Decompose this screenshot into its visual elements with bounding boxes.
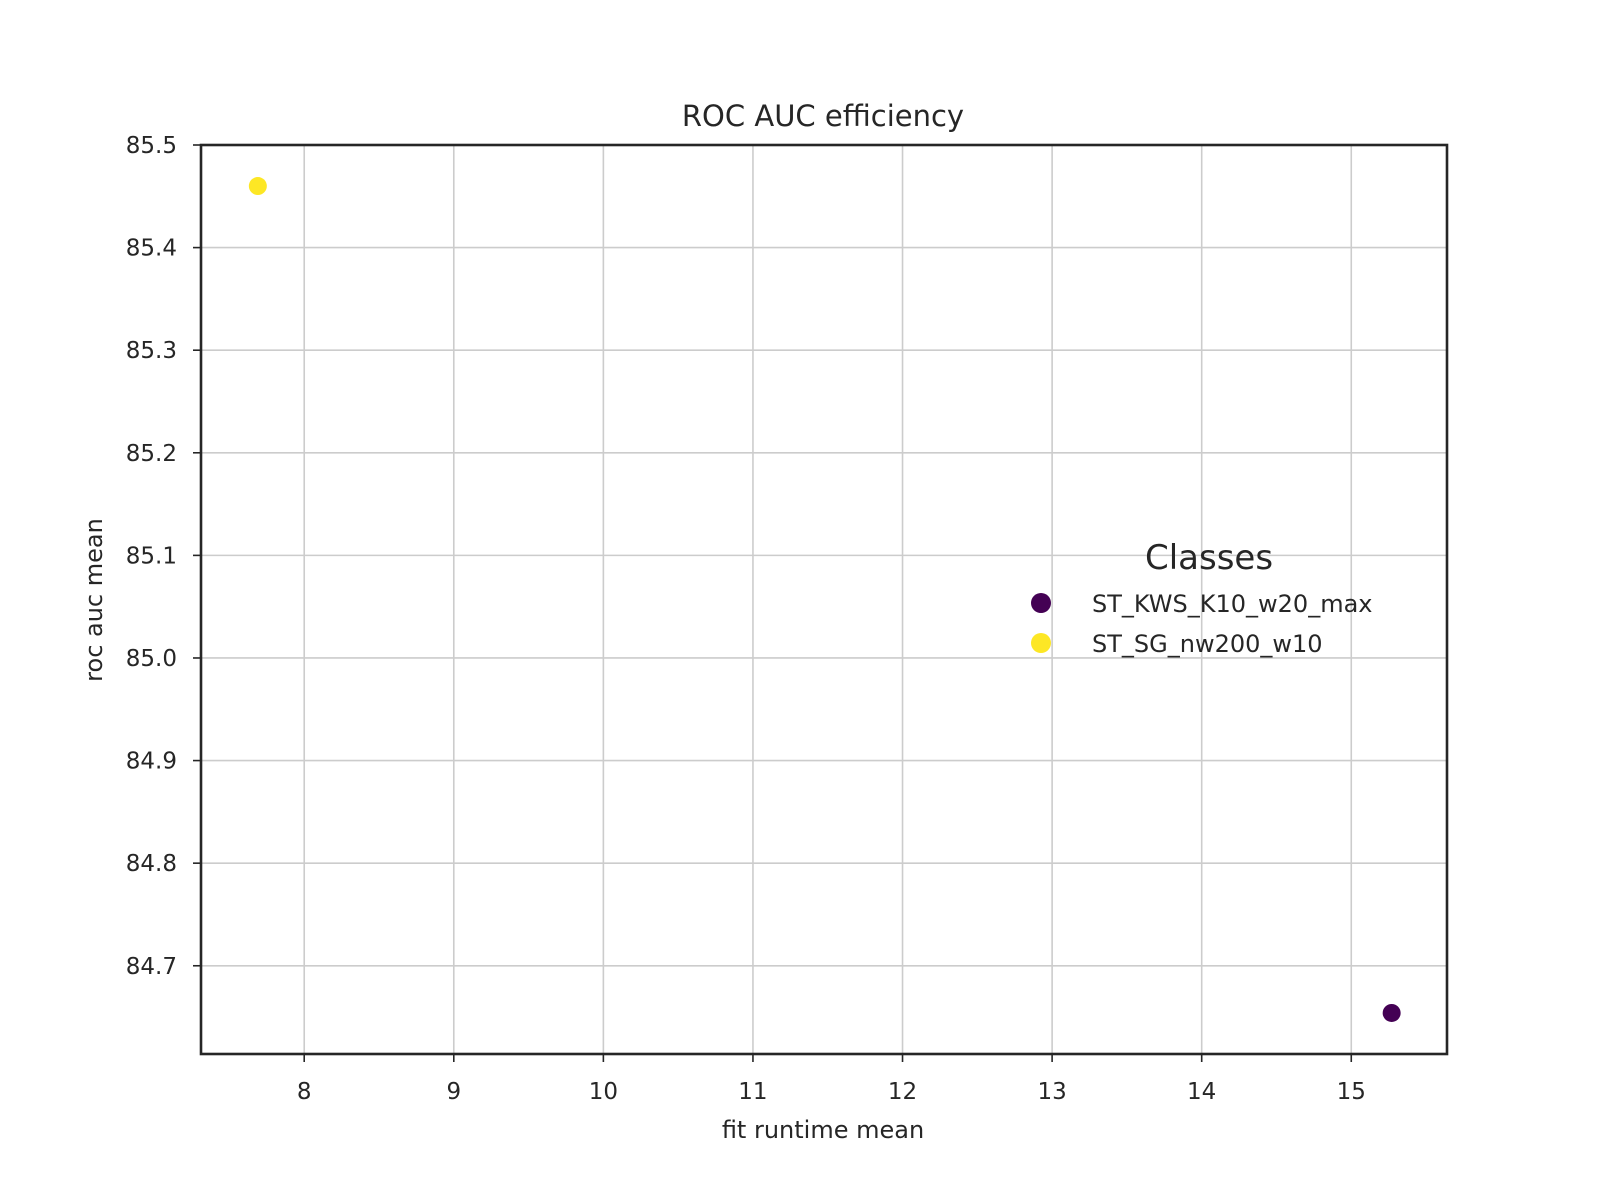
data-point bbox=[248, 177, 267, 196]
legend-title: Classes bbox=[1145, 538, 1273, 578]
data-points bbox=[248, 177, 1401, 1022]
plot-frame bbox=[199, 143, 1449, 1056]
x-tick-label: 11 bbox=[738, 1079, 767, 1105]
legend: Classes ST_KWS_K10_w20_max ST_SG_nw200_w1… bbox=[1031, 538, 1372, 658]
data-point bbox=[1382, 1003, 1401, 1022]
y-tick-label: 85.1 bbox=[126, 543, 177, 569]
axis-ticks: 8 9 10 11 12 13 14 15 84.7 84.8 84.9 85.0 85.1 85.2 85… bbox=[126, 133, 1366, 1105]
legend-marker bbox=[1031, 633, 1051, 653]
y-tick-label: 85.2 bbox=[126, 441, 177, 467]
x-tick-label: 13 bbox=[1037, 1079, 1066, 1105]
y-axis-label: roc auc mean bbox=[80, 518, 108, 682]
legend-marker bbox=[1031, 593, 1051, 613]
x-tick-label: 15 bbox=[1337, 1079, 1366, 1105]
y-tick-label: 85.3 bbox=[126, 338, 177, 364]
legend-label: ST_SG_nw200_w10 bbox=[1092, 630, 1323, 658]
chart-title: ROC AUC efficiency bbox=[682, 99, 964, 133]
y-tick-label: 84.8 bbox=[126, 851, 177, 877]
y-tick-label: 84.7 bbox=[126, 954, 177, 980]
x-tick-label: 10 bbox=[589, 1079, 618, 1105]
y-tick-label: 85.4 bbox=[126, 236, 177, 262]
y-tick-label: 85.5 bbox=[126, 133, 177, 159]
legend-label: ST_KWS_K10_w20_max bbox=[1092, 590, 1372, 618]
x-tick-label: 12 bbox=[888, 1079, 917, 1105]
x-tick-label: 9 bbox=[446, 1079, 461, 1105]
y-tick-label: 85.0 bbox=[126, 646, 177, 672]
x-axis-label: fit runtime mean bbox=[722, 1116, 924, 1144]
y-tick-label: 84.9 bbox=[126, 749, 177, 775]
x-tick-label: 14 bbox=[1187, 1079, 1216, 1105]
x-tick-label: 8 bbox=[297, 1079, 312, 1105]
